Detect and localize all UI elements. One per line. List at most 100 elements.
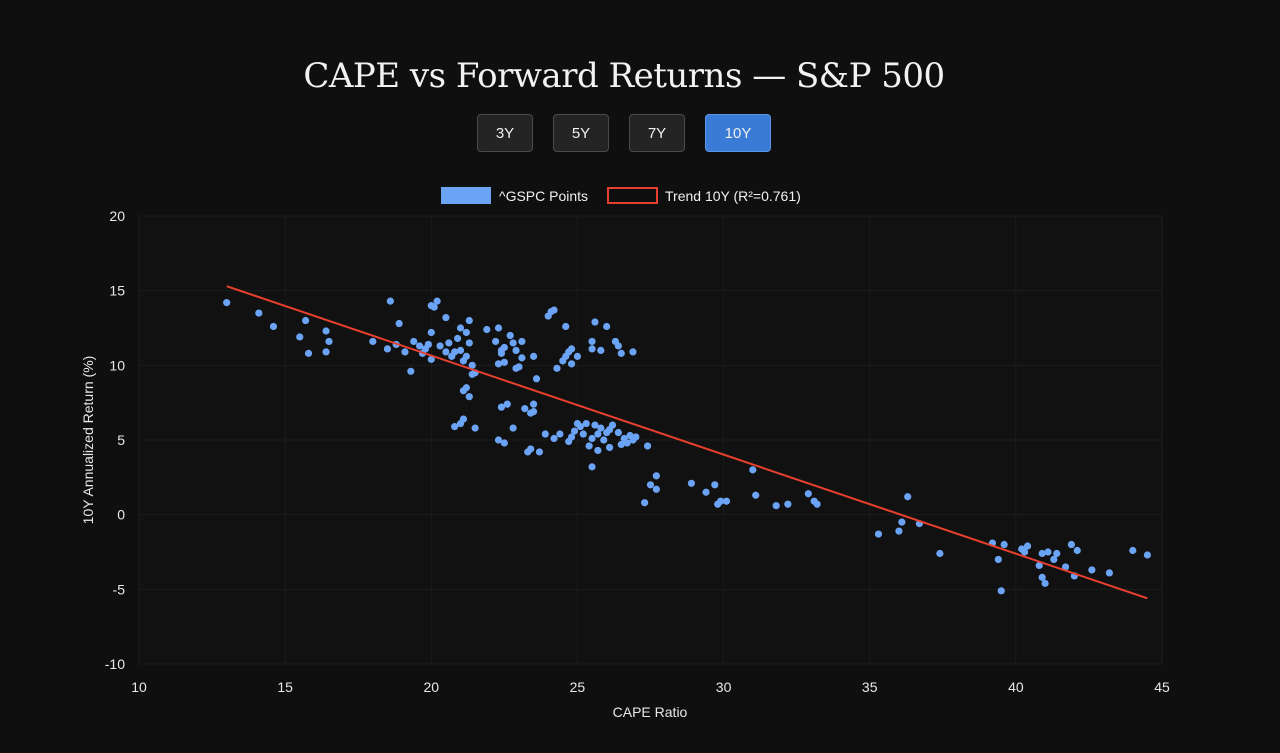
data-point[interactable] [424, 340, 432, 349]
data-point[interactable] [459, 415, 468, 423]
data-point[interactable] [617, 440, 625, 449]
data-point[interactable] [521, 405, 529, 413]
data-point[interactable] [570, 427, 579, 435]
data-point[interactable] [491, 337, 500, 346]
data-point[interactable] [588, 434, 596, 443]
data-point[interactable] [456, 346, 465, 354]
data-point[interactable] [936, 549, 944, 558]
data-point[interactable] [553, 364, 561, 372]
horizon-button-7y[interactable]: 7Y [629, 114, 685, 152]
data-point[interactable] [646, 481, 655, 489]
data-point[interactable] [588, 463, 596, 471]
data-point[interactable] [503, 400, 511, 408]
data-point[interactable] [711, 481, 719, 489]
data-point[interactable] [804, 490, 812, 498]
data-point[interactable] [369, 337, 377, 346]
data-point[interactable] [529, 400, 538, 408]
data-point[interactable] [515, 363, 523, 371]
data-point[interactable] [641, 499, 649, 507]
data-point[interactable] [223, 299, 231, 307]
data-point[interactable] [567, 360, 576, 368]
data-point[interactable] [898, 518, 906, 526]
data-point[interactable] [483, 325, 491, 334]
data-point[interactable] [623, 439, 631, 447]
data-point[interactable] [465, 393, 473, 401]
data-point[interactable] [462, 352, 470, 360]
data-point[interactable] [997, 587, 1005, 595]
data-point[interactable] [518, 354, 526, 362]
data-point[interactable] [617, 349, 625, 357]
data-point[interactable] [410, 337, 418, 346]
data-point[interactable] [1021, 548, 1029, 556]
data-point[interactable] [407, 367, 415, 375]
data-point[interactable] [605, 443, 614, 452]
data-point[interactable] [614, 342, 622, 350]
data-point[interactable] [702, 488, 710, 496]
data-point[interactable] [608, 421, 617, 429]
data-point[interactable] [603, 322, 611, 331]
data-point[interactable] [512, 346, 520, 354]
data-point[interactable] [427, 355, 435, 363]
data-point[interactable] [436, 342, 444, 350]
data-point[interactable] [269, 322, 278, 331]
data-point[interactable] [1035, 561, 1043, 570]
data-point[interactable] [442, 348, 450, 356]
trend-line[interactable] [226, 285, 1148, 600]
data-point[interactable] [442, 313, 450, 322]
data-point[interactable] [1023, 542, 1032, 550]
data-point[interactable] [550, 434, 558, 443]
data-point[interactable] [1088, 566, 1096, 574]
data-point[interactable] [509, 424, 517, 432]
data-point[interactable] [550, 306, 558, 314]
data-point[interactable] [629, 348, 637, 356]
data-point[interactable] [784, 500, 792, 508]
data-point[interactable] [471, 424, 479, 432]
data-point[interactable] [567, 345, 576, 353]
data-point[interactable] [462, 328, 470, 337]
data-point[interactable] [468, 361, 476, 369]
data-point[interactable] [322, 327, 330, 335]
horizon-button-3y[interactable]: 3Y [477, 114, 533, 152]
data-point[interactable] [459, 387, 468, 395]
data-point[interactable] [430, 303, 438, 311]
data-point[interactable] [518, 337, 526, 346]
data-point[interactable] [494, 324, 503, 332]
data-point[interactable] [494, 360, 503, 368]
data-point[interactable] [895, 527, 903, 535]
data-point[interactable] [562, 322, 570, 331]
data-point[interactable] [500, 358, 508, 366]
data-point[interactable] [652, 472, 660, 480]
data-point[interactable] [556, 430, 564, 438]
legend-points-swatch[interactable] [441, 187, 491, 204]
data-point[interactable] [597, 424, 605, 432]
data-point[interactable] [401, 348, 409, 356]
data-point[interactable] [535, 448, 544, 456]
data-point[interactable] [415, 342, 424, 350]
data-point[interactable] [1061, 563, 1070, 571]
data-point[interactable] [497, 403, 506, 411]
horizon-button-10y[interactable]: 10Y [705, 114, 771, 152]
data-point[interactable] [386, 297, 394, 305]
data-point[interactable] [722, 497, 731, 505]
data-point[interactable] [1073, 546, 1081, 555]
data-point[interactable] [1000, 540, 1008, 549]
data-point[interactable] [395, 319, 403, 328]
data-point[interactable] [427, 328, 435, 337]
data-point[interactable] [500, 343, 508, 352]
data-point[interactable] [594, 430, 602, 438]
data-point[interactable] [579, 430, 587, 438]
data-point[interactable] [302, 316, 310, 325]
data-point[interactable] [383, 345, 392, 353]
data-point[interactable] [904, 493, 912, 501]
data-point[interactable] [567, 433, 576, 441]
data-point[interactable] [994, 555, 1002, 564]
data-point[interactable] [532, 375, 541, 383]
data-point[interactable] [1129, 546, 1137, 555]
data-point[interactable] [576, 422, 584, 431]
data-point[interactable] [632, 433, 640, 441]
data-point[interactable] [594, 446, 602, 455]
legend-points-label[interactable]: ^GSPC Points [499, 188, 588, 204]
data-point[interactable] [752, 491, 760, 499]
data-point[interactable] [588, 337, 596, 346]
data-point[interactable] [322, 348, 330, 356]
